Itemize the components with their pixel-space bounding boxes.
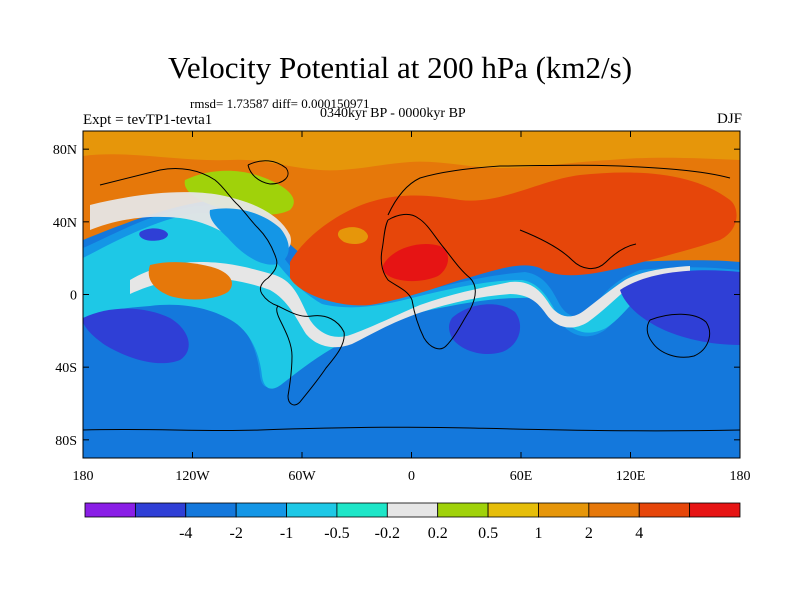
colorbar-level-label: 0.5 [478,525,498,542]
contour-field [83,131,740,458]
colorbar-swatch [638,502,691,518]
field-low-west-pacific [620,270,740,345]
field-band-minus-fifth [83,212,740,389]
field-trough-north-america [209,208,289,265]
lat-tick-label: 40S [55,361,77,376]
colorbar-swatch [336,502,388,518]
map-title: Velocity Potential at 200 hPa (km2/s) [167,50,633,85]
coast-south-america [276,305,345,406]
coast-australia [646,313,710,358]
colorbar-level-label: -4 [179,525,192,542]
colorbar-level-label: -0.5 [324,525,349,542]
coast-africa [380,213,476,350]
lon-tick-label: 180 [730,469,751,484]
colorbar-swatch [588,502,640,518]
colorbar: -4 -2 -1 -0.5 -0.2 0.2 0.5 1 2 4 [84,502,741,542]
coast-greenland [247,160,289,185]
coast-north-america [99,167,279,307]
lon-tick-label: 120W [175,469,210,484]
colorbar-level-label: -0.2 [375,525,400,542]
lat-tick-label: 80N [53,143,77,158]
field-max-africa [382,243,449,282]
colorbar-level-label: 4 [635,525,643,542]
coast-antarctica [83,426,740,432]
lon-tick-label: 0 [408,469,415,484]
lat-tick-label: 40N [53,216,77,231]
season-label: DJF [716,111,742,127]
lon-tick-label: 120E [616,469,646,484]
field-arctic [83,131,740,171]
colorbar-swatch [487,502,539,518]
colorbar-swatch [286,502,338,518]
colorbar-swatch [235,502,287,518]
colorbar-swatch [689,502,741,518]
colorbar-swatch [134,502,187,518]
coastlines [83,160,740,432]
colorbar-level-label: 1 [534,525,542,542]
colorbar-swatch [386,502,439,518]
longitude-axis: 180 120W 60W 0 60E 120E 180 [73,131,751,484]
lon-tick-label: 60W [288,469,316,484]
coast-eurasia [387,164,731,269]
colorbar-swatch [185,502,237,518]
field-antarctic [83,419,740,458]
colorbar-level-label: 2 [585,525,593,542]
latitude-axis: 80N 40N 0 40S 80S [53,143,740,449]
field-low-south-pacific [83,308,189,364]
colorbar-swatch [84,502,136,518]
field-high-east-pacific [148,262,232,300]
colorbar-level-label: -2 [229,525,242,542]
colorbar-swatch [437,502,489,518]
experiment-label: Expt = tevTP1-tevta1 [83,112,213,128]
colorbar-swatch [538,502,590,518]
colorbar-level-label: 0.2 [428,525,448,542]
field-patch-north-atlantic [337,227,368,244]
lon-tick-label: 180 [73,469,94,484]
field-low-north-pacific [139,228,168,241]
field-band-near-zero [130,262,690,348]
period-text: 0340kyr BP - 0000kyr BP [320,106,466,121]
lat-tick-label: 0 [70,289,77,304]
colorbar-level-label: -1 [280,525,293,542]
lat-tick-label: 80S [55,434,77,449]
field-low-indian-ocean [449,304,521,355]
lon-tick-label: 60E [510,469,533,484]
stats-text: rmsd= 1.73587 diff= 0.000150971 [190,96,370,111]
